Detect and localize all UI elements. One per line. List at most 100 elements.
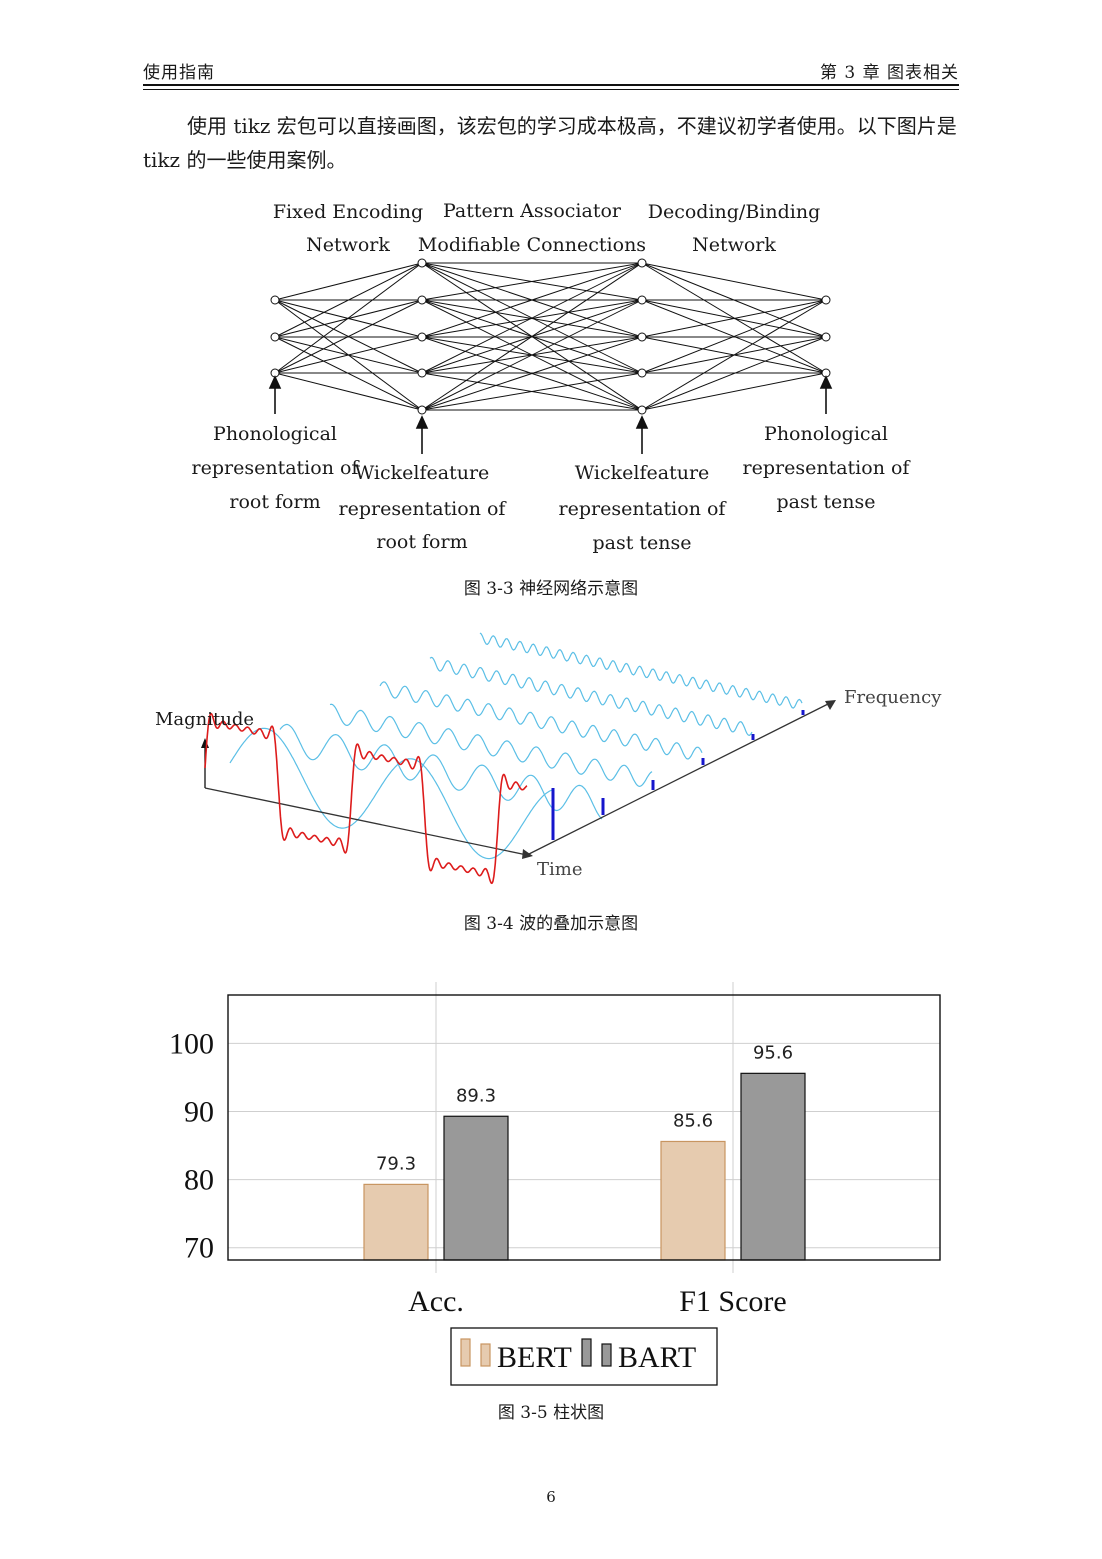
label-wickel-root-line3: root form bbox=[376, 531, 467, 553]
bar-value-label: 85.6 bbox=[673, 1110, 713, 1131]
chart-value-labels: 79.3 85.6 89.3 95.6 bbox=[376, 1042, 793, 1174]
bar-bart bbox=[740, 1072, 806, 1261]
x-tick-label: Acc. bbox=[408, 1285, 464, 1318]
neuron-node bbox=[637, 368, 647, 378]
connection bbox=[274, 262, 423, 374]
wickel-root-arrow-head bbox=[415, 415, 429, 429]
neuron-node bbox=[637, 258, 647, 268]
neuron-node bbox=[417, 332, 427, 342]
connection bbox=[274, 262, 423, 338]
sine-component bbox=[229, 727, 553, 860]
legend-swatch-bart bbox=[601, 1343, 612, 1367]
time-axis-arrow bbox=[522, 849, 533, 859]
bar-value-label: 95.6 bbox=[753, 1042, 793, 1063]
connection bbox=[274, 299, 423, 374]
legend-swatch-bert bbox=[480, 1343, 491, 1367]
network-arrows bbox=[268, 375, 833, 454]
label-wickel-past-line2: representation of bbox=[559, 498, 728, 520]
neuron-node bbox=[270, 332, 280, 342]
y-tick-label: 70 bbox=[184, 1232, 214, 1265]
chart-grid bbox=[228, 982, 940, 1273]
connection bbox=[641, 372, 827, 411]
network-connections bbox=[274, 262, 827, 411]
header-rule-thick bbox=[143, 84, 959, 86]
connection bbox=[641, 336, 827, 411]
y-tick-label: 90 bbox=[184, 1095, 214, 1128]
sine-component bbox=[429, 656, 753, 736]
chart-legend: BERT BART bbox=[450, 1327, 718, 1386]
bar-value-label: 89.3 bbox=[456, 1085, 496, 1106]
figure-caption-3-3: 图 3-3 神经网络示意图 bbox=[463, 579, 639, 599]
neuron-node bbox=[417, 258, 427, 268]
connection bbox=[641, 299, 827, 374]
output-arrow-head bbox=[819, 375, 833, 389]
sine-components bbox=[229, 632, 803, 860]
bar-bart bbox=[443, 1115, 509, 1261]
connection bbox=[421, 262, 643, 411]
label-output-line1: Phonological bbox=[764, 423, 888, 445]
figure-caption-3-4: 图 3-4 波的叠加示意图 bbox=[463, 914, 639, 934]
plot-frame bbox=[227, 994, 941, 1261]
sine-component bbox=[329, 703, 653, 788]
neuron-node bbox=[417, 405, 427, 415]
sine-component bbox=[279, 723, 603, 820]
chart-x-ticks: Acc. F1 Score bbox=[408, 1285, 787, 1318]
connection bbox=[274, 372, 423, 411]
title-encoding-line1: Fixed Encoding bbox=[273, 201, 423, 223]
magnitude-label: Magnitude bbox=[155, 709, 254, 730]
body-paragraph-text: 使用 tikz 宏包可以直接画图，该宏包的学习成本极高，不建议初学者使用。以下图… bbox=[143, 114, 957, 172]
legend-swatch-bart bbox=[581, 1338, 592, 1367]
neuron-node bbox=[417, 368, 427, 378]
connection bbox=[421, 262, 643, 374]
frequency-axis-arrow bbox=[825, 700, 836, 710]
neuron-node bbox=[637, 295, 647, 305]
label-wickel-past-line1: Wickelfeature bbox=[575, 462, 710, 484]
neuron-node bbox=[821, 332, 831, 342]
running-header-left: 使用指南 bbox=[143, 63, 215, 83]
title-decoding-line2: Network bbox=[692, 234, 776, 256]
label-input-line3: root form bbox=[229, 491, 320, 513]
title-associator-line2: Modifiable Connections bbox=[418, 234, 646, 256]
chart-bars bbox=[363, 1072, 806, 1261]
title-encoding-line2: Network bbox=[306, 234, 390, 256]
connection bbox=[421, 262, 643, 338]
connection bbox=[641, 299, 827, 338]
neuron-node bbox=[637, 332, 647, 342]
square-wave bbox=[204, 712, 528, 885]
legend-label-bart: BART bbox=[618, 1341, 696, 1374]
sine-component bbox=[479, 632, 803, 709]
neuron-node bbox=[270, 295, 280, 305]
connection bbox=[641, 262, 827, 301]
network-nodes bbox=[270, 258, 831, 415]
connection bbox=[421, 262, 643, 301]
neuron-node bbox=[637, 405, 647, 415]
x-tick-label: F1 Score bbox=[679, 1285, 787, 1318]
connection bbox=[641, 299, 827, 411]
connection bbox=[421, 372, 643, 411]
bar-bert bbox=[363, 1183, 429, 1261]
title-decoding-line1: Decoding/Binding bbox=[648, 201, 821, 223]
title-associator-line1: Pattern Associator bbox=[443, 200, 622, 222]
label-wickel-past-line3: past tense bbox=[592, 532, 691, 554]
connection bbox=[274, 336, 423, 374]
connection bbox=[421, 336, 643, 411]
label-output-line2: representation of bbox=[743, 457, 912, 479]
connection bbox=[274, 262, 423, 301]
running-header-right: 第 3 章 图表相关 bbox=[819, 63, 959, 83]
neuron-node bbox=[417, 295, 427, 305]
label-wickel-root-line2: representation of bbox=[339, 498, 508, 520]
sine-component bbox=[379, 681, 703, 760]
bar-value-label: 79.3 bbox=[376, 1153, 416, 1174]
frequency-axis bbox=[526, 703, 829, 856]
label-input-line1: Phonological bbox=[213, 423, 337, 445]
figure-caption-3-5: 图 3-5 柱状图 bbox=[497, 1403, 605, 1423]
y-tick-label: 100 bbox=[169, 1027, 214, 1060]
bar-bert bbox=[660, 1140, 726, 1261]
body-paragraph: 使用 tikz 宏包可以直接画图，该宏包的学习成本极高，不建议初学者使用。以下图… bbox=[143, 109, 959, 177]
spectrum-bars bbox=[551, 710, 805, 840]
legend-swatch-bert bbox=[460, 1338, 471, 1367]
label-wickel-root-line1: Wickelfeature bbox=[355, 462, 490, 484]
header-rule-thin bbox=[143, 89, 959, 90]
label-output-line3: past tense bbox=[776, 491, 875, 513]
